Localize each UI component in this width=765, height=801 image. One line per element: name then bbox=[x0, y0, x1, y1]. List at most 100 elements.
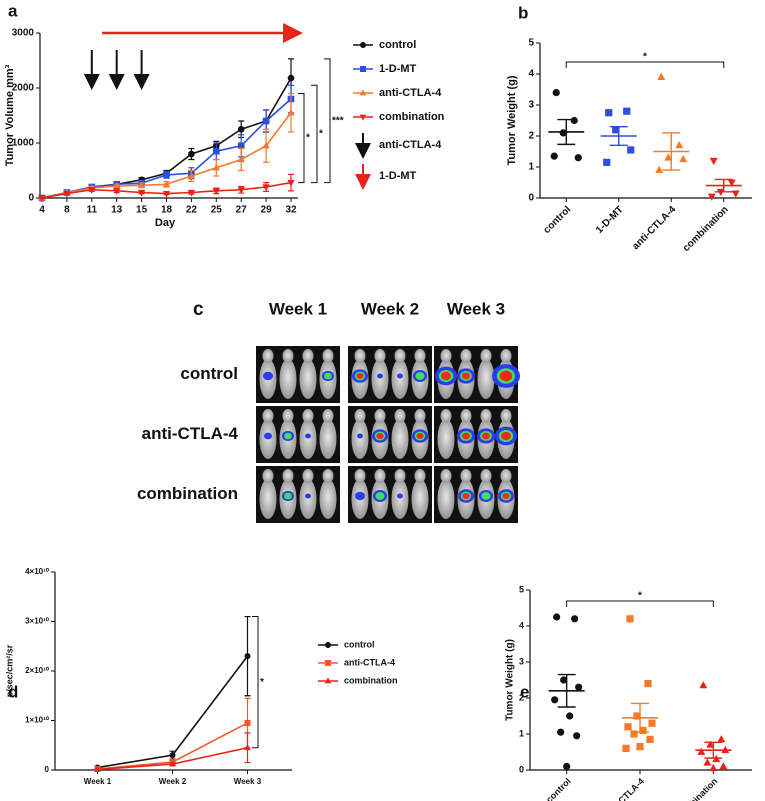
mouse-head bbox=[480, 469, 492, 483]
marker bbox=[287, 74, 295, 82]
x-tick-label: anti-CTLA-4 bbox=[603, 776, 646, 801]
x-tick-label: 27 bbox=[236, 205, 248, 216]
column-title: Week 1 bbox=[269, 299, 327, 318]
marker bbox=[716, 188, 725, 197]
mouse-head bbox=[440, 349, 452, 363]
mouse-head bbox=[354, 469, 366, 483]
signal bbox=[305, 433, 311, 439]
significance-label: * bbox=[319, 129, 323, 140]
mouse-body bbox=[299, 479, 317, 519]
signal bbox=[461, 372, 471, 380]
mouse-head bbox=[394, 409, 406, 423]
marker bbox=[137, 189, 146, 197]
x-tick-label: 8 bbox=[64, 205, 70, 216]
signal bbox=[501, 431, 511, 441]
marker bbox=[188, 150, 195, 158]
y-tick-label: 2 bbox=[519, 692, 524, 702]
marker bbox=[163, 171, 170, 179]
marker bbox=[113, 181, 121, 189]
marker bbox=[644, 680, 652, 688]
marker bbox=[731, 190, 740, 198]
marker bbox=[630, 730, 638, 738]
x-tick-label: 32 bbox=[285, 205, 297, 216]
marker bbox=[359, 89, 367, 96]
mouse-head bbox=[322, 469, 334, 483]
marker bbox=[94, 765, 101, 772]
mouse-head bbox=[262, 349, 274, 363]
mouse-head bbox=[460, 469, 472, 483]
marker bbox=[605, 109, 613, 117]
y-tick-label: 2×10¹⁰ bbox=[25, 666, 50, 675]
panel-letter: c bbox=[193, 299, 204, 320]
significance-bracket bbox=[566, 600, 714, 607]
y-axis-label: Tumor Volume mm³ bbox=[4, 64, 16, 166]
mouse-head bbox=[440, 469, 452, 483]
mouse-body bbox=[299, 419, 317, 459]
marker bbox=[38, 195, 46, 202]
mouse-body bbox=[259, 479, 277, 519]
x-tick-label: combination bbox=[675, 776, 720, 801]
mouse-head bbox=[480, 349, 492, 363]
row-title: anti-CTLA-4 bbox=[142, 424, 239, 443]
signal bbox=[284, 492, 292, 500]
y-axis-label: Tumor Weight (g) bbox=[506, 75, 518, 165]
marker bbox=[212, 163, 220, 171]
marker bbox=[624, 723, 632, 731]
marker bbox=[162, 190, 171, 198]
x-tick-label: 22 bbox=[186, 205, 198, 216]
mouse-head bbox=[480, 409, 492, 423]
row-title: combination bbox=[137, 484, 238, 503]
marker bbox=[213, 147, 220, 155]
y-tick-label: 3 bbox=[519, 656, 524, 666]
panel-letter: d bbox=[8, 682, 18, 701]
y-tick-label: 4×10¹⁰ bbox=[25, 567, 50, 576]
marker bbox=[571, 615, 579, 623]
x-tick-label: Week 2 bbox=[159, 777, 187, 786]
legend-label: anti-CTLA-4 bbox=[379, 87, 442, 99]
marker bbox=[622, 744, 630, 752]
y-tick-label: 1 bbox=[528, 162, 534, 173]
marker bbox=[325, 642, 331, 648]
mouse-body bbox=[477, 359, 495, 399]
mouse-head bbox=[374, 469, 386, 483]
marker bbox=[646, 735, 654, 743]
y-tick-label: 5 bbox=[519, 584, 524, 594]
marker bbox=[679, 154, 688, 163]
mouse-body bbox=[351, 419, 369, 459]
marker bbox=[703, 758, 712, 766]
significance-bracket bbox=[565, 61, 725, 68]
signal bbox=[305, 493, 311, 499]
y-tick-label: 1×10¹⁰ bbox=[25, 716, 50, 725]
x-tick-label: combination bbox=[681, 204, 731, 254]
signal bbox=[415, 372, 425, 380]
marker bbox=[169, 752, 176, 759]
x-tick-label: 25 bbox=[211, 205, 223, 216]
significance-bracket bbox=[252, 616, 259, 749]
x-tick-label: 11 bbox=[87, 205, 98, 216]
marker bbox=[360, 66, 366, 72]
marker bbox=[633, 712, 641, 720]
marker bbox=[675, 140, 684, 149]
marker bbox=[574, 154, 582, 162]
mouse-head bbox=[394, 349, 406, 363]
signal bbox=[461, 432, 471, 440]
marker bbox=[727, 179, 736, 187]
mouse-head bbox=[460, 349, 472, 363]
marker bbox=[623, 107, 631, 115]
mouse-body bbox=[391, 479, 409, 519]
marker bbox=[287, 108, 295, 116]
mouse-head bbox=[302, 409, 314, 423]
legend-label: 1-D-MT bbox=[379, 63, 417, 75]
sem-bar bbox=[631, 702, 649, 733]
x-tick-label: control bbox=[541, 204, 573, 236]
x-tick-label: Week 1 bbox=[84, 777, 112, 786]
marker bbox=[237, 155, 245, 163]
y-tick-label: 3000 bbox=[12, 28, 35, 39]
signal bbox=[376, 432, 384, 440]
marker bbox=[552, 89, 560, 97]
marker bbox=[553, 613, 561, 621]
mouse-head bbox=[394, 469, 406, 483]
x-axis-label: Day bbox=[155, 217, 176, 229]
marker bbox=[707, 193, 716, 201]
